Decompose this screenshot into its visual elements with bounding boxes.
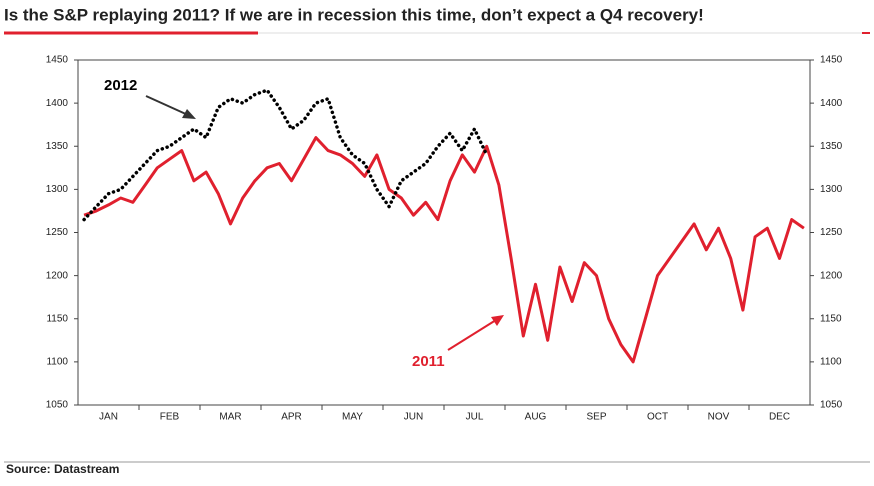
y2-tick-label: 1300 xyxy=(820,184,843,195)
x-tick-label: MAR xyxy=(219,412,241,423)
y2-tick-label: 1200 xyxy=(820,270,843,281)
x-tick-label: AUG xyxy=(525,412,547,423)
x-tick-label: MAY xyxy=(342,412,363,423)
y2-tick-label: 1250 xyxy=(820,227,843,238)
y2-tick-label: 1150 xyxy=(820,313,842,324)
chart-title: Is the S&P replaying 2011? If we are in … xyxy=(4,5,704,24)
arrow-head xyxy=(182,109,196,119)
y-tick-label: 1250 xyxy=(46,227,69,238)
y-tick-label: 1100 xyxy=(46,357,68,368)
x-tick-label: JUL xyxy=(466,412,484,423)
x-tick-label: DEC xyxy=(769,412,790,423)
x-tick-label: APR xyxy=(281,412,302,423)
arrow-head xyxy=(491,315,504,326)
x-tick-label: JAN xyxy=(99,412,118,423)
y2-tick-label: 1050 xyxy=(820,400,843,411)
arrow xyxy=(447,319,497,351)
y2-tick-label: 1350 xyxy=(820,141,843,152)
x-tick-label: FEB xyxy=(160,412,180,423)
y2-tick-label: 1400 xyxy=(820,98,843,109)
y-tick-label: 1400 xyxy=(46,98,69,109)
y-tick-label: 1050 xyxy=(46,400,69,411)
annotation: 2012 xyxy=(104,77,137,94)
series-line xyxy=(83,136,805,364)
y-tick-label: 1150 xyxy=(46,313,68,324)
y-tick-label: 1300 xyxy=(46,184,69,195)
x-tick-label: OCT xyxy=(647,412,668,423)
x-tick-label: JUN xyxy=(404,412,423,423)
source: Source: Datastream xyxy=(6,462,119,476)
series-line xyxy=(82,88,489,222)
x-tick-label: NOV xyxy=(708,412,730,423)
annotation: 2011 xyxy=(412,353,445,370)
y2-tick-label: 1100 xyxy=(820,357,842,368)
y2-tick-label: 1450 xyxy=(820,55,843,66)
y-tick-label: 1350 xyxy=(46,141,69,152)
x-tick-label: SEP xyxy=(586,412,606,423)
y-tick-label: 1450 xyxy=(46,55,69,66)
y-tick-label: 1200 xyxy=(46,270,69,281)
arrow xyxy=(145,95,189,116)
